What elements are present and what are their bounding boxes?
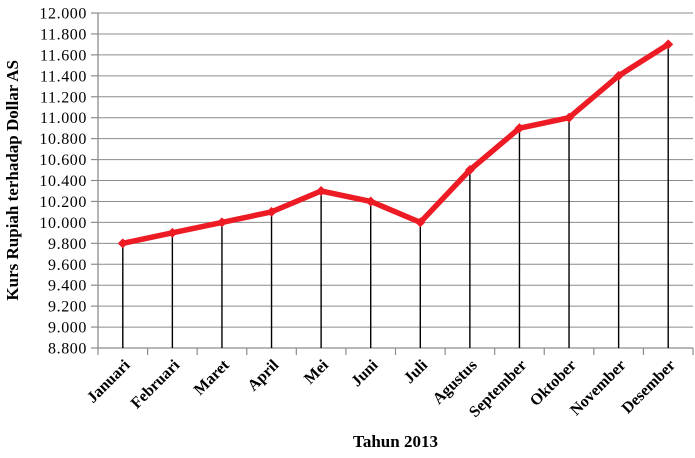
y-tick-label: 9.400: [48, 278, 87, 295]
y-tick-label: 11.200: [40, 89, 87, 106]
y-tick-label: 9.000: [48, 320, 87, 337]
data-point-marker: [117, 238, 128, 249]
y-tick-label: 12.000: [39, 6, 87, 23]
x-category-label: Juli: [401, 356, 432, 387]
x-category-label: Maret: [191, 356, 233, 398]
y-tick-label: 11.000: [40, 110, 87, 127]
y-tick-label: 9.200: [48, 299, 87, 316]
x-category-label: Januari: [84, 356, 134, 406]
x-category-label: Juni: [348, 356, 382, 390]
x-category-label: Agustus: [430, 357, 481, 408]
data-point-marker: [167, 227, 178, 238]
data-point-marker: [613, 70, 624, 81]
x-category-label: Februari: [128, 356, 184, 412]
data-point-marker: [266, 206, 277, 217]
y-tick-label: 9.600: [48, 257, 87, 274]
data-point-marker: [663, 39, 674, 50]
y-tick-label: 11.600: [40, 47, 87, 64]
y-tick-label: 10.800: [39, 131, 87, 148]
y-tick-label: 10.200: [39, 194, 87, 211]
y-tick-label: 10.600: [39, 152, 87, 169]
y-tick-label: 11.400: [40, 68, 87, 85]
data-point-marker: [365, 196, 376, 207]
data-point-marker: [464, 165, 475, 176]
data-point-marker: [316, 185, 327, 196]
data-point-marker: [514, 123, 525, 134]
y-tick-label: 9.800: [48, 236, 87, 253]
x-category-label: Mei: [301, 356, 332, 387]
series-line: [120, 41, 671, 247]
data-point-marker: [216, 217, 227, 228]
y-tick-label: 8.800: [48, 341, 87, 358]
y-tick-label: 10.400: [39, 173, 87, 190]
y-tick-label: 11.800: [40, 26, 87, 43]
x-category-label: April: [245, 356, 283, 394]
x-category-label: Desember: [619, 357, 679, 417]
data-point-marker: [415, 217, 426, 228]
y-tick-label: 10.000: [39, 215, 87, 232]
x-axis-title: Tahun 2013: [353, 432, 438, 451]
data-point-marker: [564, 112, 575, 123]
